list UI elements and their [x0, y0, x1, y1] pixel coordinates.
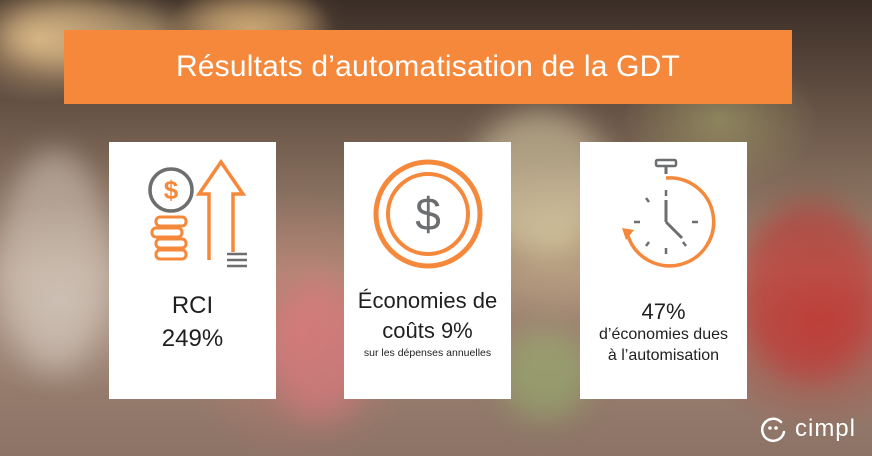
svg-text:$: $ [163, 175, 178, 205]
cimpl-logo: cimpl [759, 414, 856, 444]
coins-arrow-up-icon: $ [109, 156, 276, 276]
automation-savings-line2: d’économies dues [599, 326, 728, 343]
cimpl-logo-icon [760, 417, 786, 442]
roi-value: 249% [161, 325, 224, 352]
cost-savings-line2: coûts 9% [382, 318, 473, 343]
automation-savings-card: 47% d’économies dues à l’automisation [580, 142, 747, 399]
logo-text: cimpl [794, 415, 856, 442]
dollar-coin-icon: $ [344, 156, 511, 276]
roi-label: RCI [171, 292, 214, 319]
automation-savings-line3: à l’automisation [607, 347, 720, 364]
cost-savings-line1: Économies de [357, 288, 498, 313]
roi-card: $ RCI 249% [109, 142, 276, 399]
cost-savings-note: sur les dépenses annuelles [363, 347, 492, 359]
cost-savings-card: $ Économies de coûts 9% sur les dépenses… [344, 142, 511, 399]
svg-text:$: $ [415, 188, 441, 240]
stopwatch-icon [580, 156, 747, 276]
page-title: Résultats d’automatisation de la GDT [175, 50, 681, 83]
title-banner: Résultats d’automatisation de la GDT [64, 30, 792, 104]
automation-savings-value: 47% [641, 299, 686, 324]
